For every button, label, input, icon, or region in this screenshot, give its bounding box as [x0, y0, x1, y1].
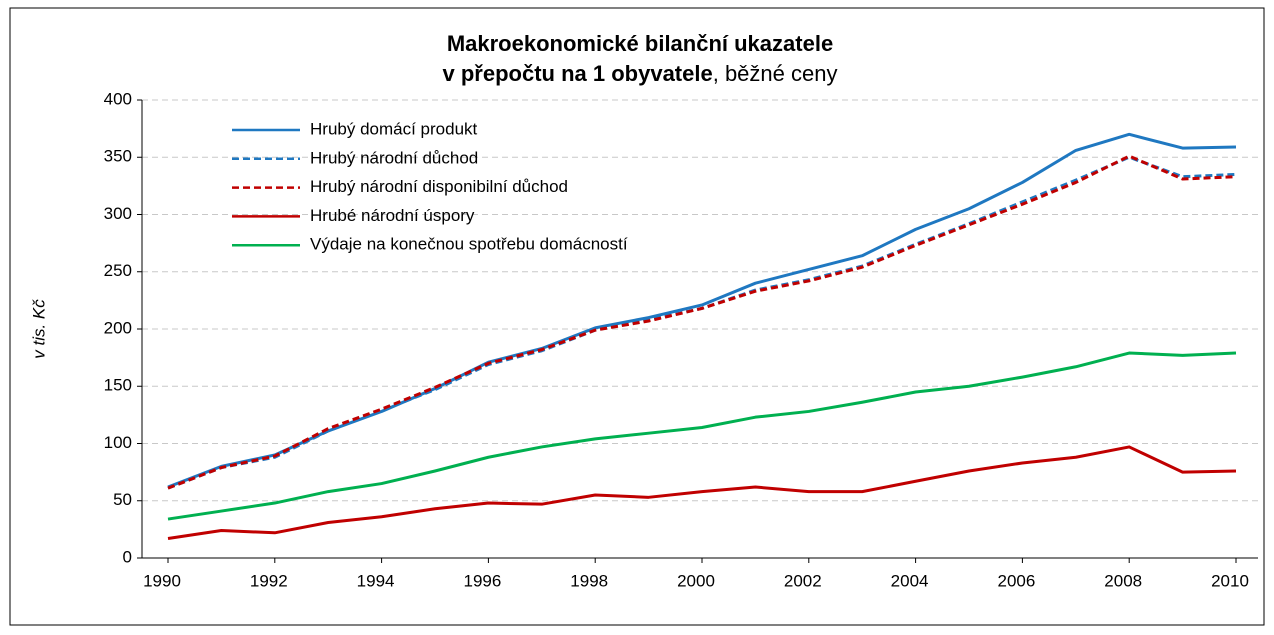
x-tick-label: 2008 — [1104, 571, 1142, 590]
series-line — [167, 351, 1237, 521]
y-axis-label: v tis. Kč — [29, 299, 48, 359]
x-tick-label: 2002 — [784, 571, 822, 590]
x-tick-label: 1998 — [570, 571, 608, 590]
y-tick-label: 250 — [104, 261, 132, 280]
y-tick-label: 0 — [123, 547, 132, 566]
x-tick-label: 1992 — [250, 571, 288, 590]
x-tick-label: 2000 — [677, 571, 715, 590]
y-tick-label: 400 — [104, 89, 132, 108]
y-tick-label: 200 — [104, 318, 132, 337]
y-tick-label: 100 — [104, 433, 132, 452]
x-tick-label: 1996 — [463, 571, 501, 590]
y-tick-label: 300 — [104, 204, 132, 223]
legend-label: Výdaje na konečnou spotřebu domácností — [310, 235, 628, 254]
series-line — [167, 445, 1237, 541]
legend-label: Hrubý národní disponibilní důchod — [310, 177, 568, 196]
x-tick-label: 1990 — [143, 571, 181, 590]
y-tick-label: 150 — [104, 376, 132, 395]
chart-title: Makroekonomické bilanční ukazatele — [447, 31, 833, 56]
x-tick-label: 2010 — [1211, 571, 1249, 590]
y-tick-label: 350 — [104, 147, 132, 166]
chart-subtitle: v přepočtu na 1 obyvatele, běžné ceny — [443, 61, 838, 86]
legend-label: Hrubý národní důchod — [310, 148, 478, 167]
x-tick-label: 1994 — [357, 571, 395, 590]
subtitle-rest: , běžné ceny — [713, 61, 838, 86]
y-tick-label: 50 — [113, 490, 132, 509]
legend-label: Hrubé národní úspory — [310, 206, 475, 225]
series-line — [167, 154, 1237, 490]
chart-frame — [9, 7, 1265, 626]
x-tick-label: 2006 — [997, 571, 1035, 590]
legend-label: Hrubý domácí produkt — [310, 119, 478, 138]
subtitle-bold: v přepočtu na 1 obyvatele — [443, 61, 713, 86]
x-tick-label: 2004 — [891, 571, 929, 590]
